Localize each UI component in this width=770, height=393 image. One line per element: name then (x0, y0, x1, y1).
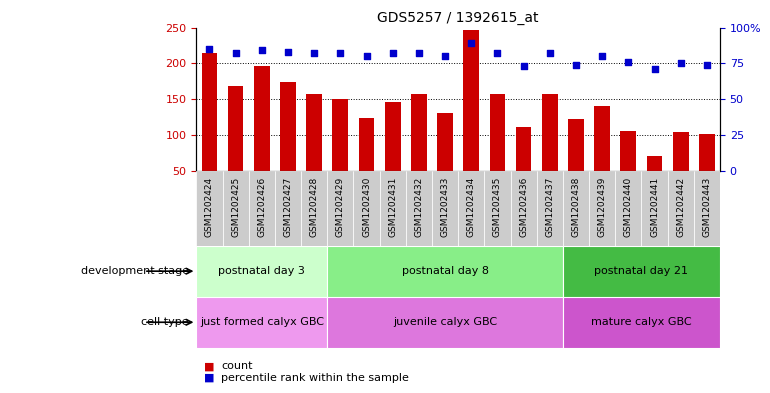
Bar (563, 246, 720, 297)
Bar (490, 94, 505, 207)
Bar (359, 118, 374, 207)
Bar (275, 171, 301, 246)
Bar (228, 86, 243, 207)
Text: GSM1202426: GSM1202426 (257, 177, 266, 237)
Bar (668, 171, 694, 246)
Point (203, 46, 216, 52)
Text: GSM1202443: GSM1202443 (702, 177, 711, 237)
Text: postnatal day 8: postnatal day 8 (402, 266, 488, 276)
Bar (699, 134, 715, 207)
Bar (406, 171, 432, 246)
Bar (542, 94, 557, 207)
Bar (380, 171, 406, 246)
Bar (223, 171, 249, 246)
Text: GSM1202427: GSM1202427 (283, 177, 293, 237)
Bar (464, 29, 479, 207)
Bar (327, 171, 353, 246)
Text: GSM1202424: GSM1202424 (205, 177, 214, 237)
Point (387, 50, 399, 57)
Point (282, 49, 294, 55)
Text: GSM1202435: GSM1202435 (493, 177, 502, 237)
Bar (202, 53, 217, 207)
Bar (385, 102, 400, 207)
Bar (333, 99, 348, 207)
Point (229, 50, 242, 57)
Text: count: count (221, 361, 253, 371)
Text: GSM1202433: GSM1202433 (440, 177, 450, 237)
Text: postnatal day 21: postnatal day 21 (594, 266, 688, 276)
Bar (254, 66, 270, 207)
Bar (411, 94, 427, 207)
Point (334, 50, 346, 57)
Bar (196, 171, 223, 246)
Bar (437, 113, 453, 207)
Bar (432, 171, 458, 246)
Bar (615, 171, 641, 246)
Text: GSM1202437: GSM1202437 (545, 177, 554, 237)
Bar (327, 246, 563, 297)
Point (570, 62, 582, 68)
Text: GSM1202441: GSM1202441 (650, 177, 659, 237)
Text: GSM1202431: GSM1202431 (388, 177, 397, 237)
Text: GSM1202432: GSM1202432 (414, 177, 424, 237)
Text: ■: ■ (204, 361, 215, 371)
Text: GSM1202436: GSM1202436 (519, 177, 528, 237)
Point (596, 53, 608, 59)
Text: GSM1202428: GSM1202428 (310, 177, 319, 237)
Point (648, 66, 661, 72)
Text: GSM1202425: GSM1202425 (231, 177, 240, 237)
Text: postnatal day 3: postnatal day 3 (219, 266, 305, 276)
Text: GSM1202434: GSM1202434 (467, 177, 476, 237)
Bar (563, 171, 589, 246)
Text: cell type: cell type (141, 317, 189, 327)
Point (675, 60, 687, 66)
Text: GSM1202438: GSM1202438 (571, 177, 581, 237)
Text: GSM1202430: GSM1202430 (362, 177, 371, 237)
Text: mature calyx GBC: mature calyx GBC (591, 317, 691, 327)
Bar (511, 171, 537, 246)
Bar (563, 297, 720, 348)
Bar (673, 132, 688, 207)
Point (491, 50, 504, 57)
Bar (647, 156, 662, 207)
Text: just formed calyx GBC: just formed calyx GBC (199, 317, 324, 327)
Point (308, 50, 320, 57)
Bar (249, 171, 275, 246)
Bar (196, 297, 327, 348)
Bar (594, 106, 610, 207)
Bar (327, 297, 563, 348)
Text: GSM1202440: GSM1202440 (624, 177, 633, 237)
Bar (353, 171, 380, 246)
Point (701, 62, 713, 68)
Text: development stage: development stage (81, 266, 189, 276)
Point (360, 53, 373, 59)
Bar (306, 94, 322, 207)
Bar (537, 171, 563, 246)
Bar (280, 82, 296, 207)
Title: GDS5257 / 1392615_at: GDS5257 / 1392615_at (377, 11, 539, 25)
Bar (484, 171, 511, 246)
Point (465, 40, 477, 46)
Point (256, 47, 268, 53)
Point (517, 63, 530, 70)
Bar (694, 171, 720, 246)
Point (544, 50, 556, 57)
Bar (516, 127, 531, 207)
Text: GSM1202429: GSM1202429 (336, 177, 345, 237)
Bar (641, 171, 668, 246)
Text: GSM1202439: GSM1202439 (598, 177, 607, 237)
Bar (458, 171, 484, 246)
Point (622, 59, 634, 65)
Point (413, 50, 425, 57)
Point (439, 53, 451, 59)
Bar (589, 171, 615, 246)
Bar (301, 171, 327, 246)
Bar (196, 246, 327, 297)
Text: percentile rank within the sample: percentile rank within the sample (221, 373, 409, 383)
Bar (568, 119, 584, 207)
Text: juvenile calyx GBC: juvenile calyx GBC (393, 317, 497, 327)
Text: GSM1202442: GSM1202442 (676, 177, 685, 237)
Text: ■: ■ (204, 373, 215, 383)
Bar (621, 131, 636, 207)
